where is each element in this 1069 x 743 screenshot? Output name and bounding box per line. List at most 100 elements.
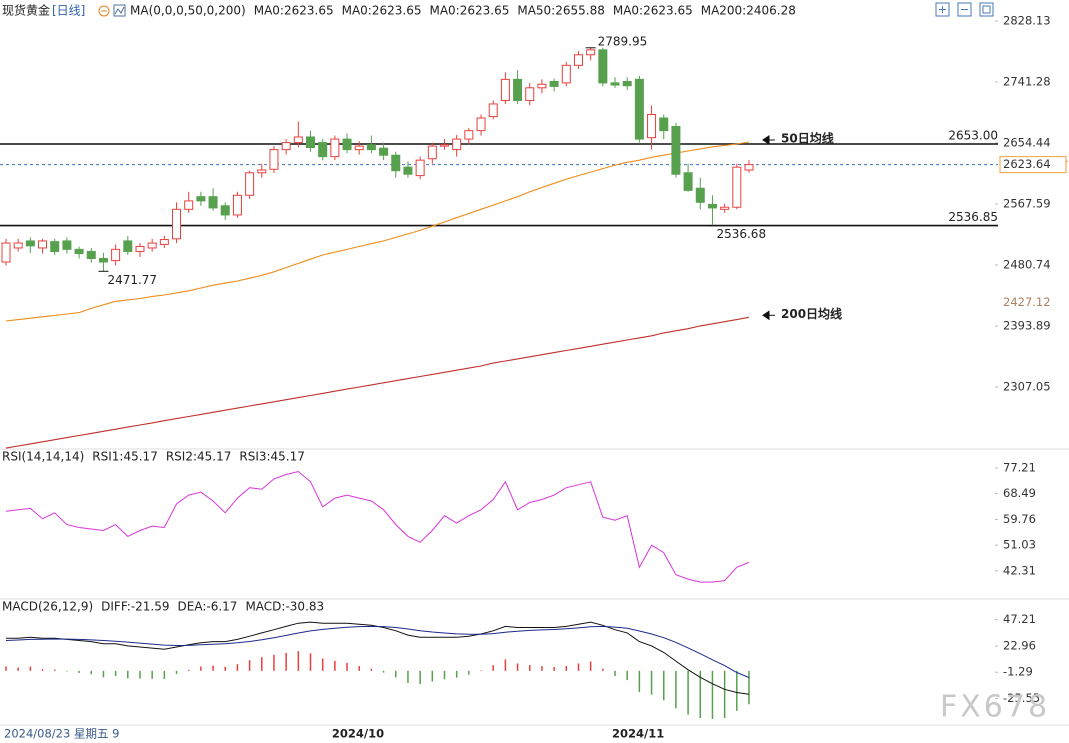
candle-body xyxy=(196,196,206,202)
legend-item: MA200:2406.28 xyxy=(701,4,796,18)
legend-item: DEA:-6.17 xyxy=(178,600,238,614)
macd-bar xyxy=(334,660,336,671)
macd-bar xyxy=(589,661,592,671)
macd-bar xyxy=(127,670,129,679)
ma-note: 50日均线 xyxy=(781,130,834,145)
macd-bar xyxy=(480,670,482,671)
macd-bar xyxy=(504,659,507,671)
expand-button[interactable] xyxy=(979,2,994,17)
macd-bar xyxy=(114,670,117,677)
macd-bar xyxy=(736,670,738,711)
y-tick-label: 51.03 xyxy=(1003,538,1036,552)
candle-body xyxy=(159,239,169,245)
legend-item: MACD:-30.83 xyxy=(245,600,324,614)
macd-bar xyxy=(529,664,531,671)
candle-body xyxy=(586,49,596,56)
candle-body xyxy=(269,149,279,170)
candle-body xyxy=(720,206,730,210)
candle-body xyxy=(50,241,60,252)
y-tick-label: 2480.74 xyxy=(1003,257,1051,271)
legend-item: MA0:2623.65 xyxy=(613,4,693,18)
watermark: FX678 xyxy=(940,690,1050,725)
candle-body xyxy=(707,203,717,209)
period[interactable]: [日线] xyxy=(52,4,85,18)
toolbar xyxy=(935,2,994,17)
candle-body xyxy=(1,242,11,263)
y-tick-label: 47.21 xyxy=(1003,612,1036,626)
candle-body xyxy=(366,144,376,151)
candle-body xyxy=(98,257,108,263)
extreme-label: 2536.68 xyxy=(716,227,766,241)
macd-bar xyxy=(248,660,251,671)
candle-body xyxy=(695,187,705,203)
y-tick-label: 2393.89 xyxy=(1003,318,1051,332)
macd-bar xyxy=(297,651,300,671)
ma-note: 200日均线 xyxy=(781,306,842,321)
candle-body xyxy=(415,159,425,177)
macd-bar xyxy=(321,658,324,671)
candle-body xyxy=(257,169,267,174)
candle-body xyxy=(464,130,474,140)
macd-bar xyxy=(66,670,68,672)
candle-body xyxy=(488,103,498,118)
y-tick-label: 77.21 xyxy=(1003,460,1036,474)
macd-bar xyxy=(468,670,470,675)
candle-body xyxy=(452,138,462,151)
y-tick-label: 2307.05 xyxy=(1003,379,1051,393)
macd-bar xyxy=(261,657,263,671)
y-tick-label: -25.55 xyxy=(1003,691,1040,705)
macd-bar xyxy=(723,670,726,719)
settings-icon[interactable] xyxy=(113,4,126,17)
candle-body xyxy=(293,136,303,144)
candle-body xyxy=(391,154,401,172)
macd-bar xyxy=(431,670,434,682)
macd-bar xyxy=(78,670,80,674)
macd-bar xyxy=(200,666,202,671)
candle-body xyxy=(573,54,583,66)
macd-bar xyxy=(492,665,494,671)
y-tick-label: -1.29 xyxy=(1003,665,1033,679)
candle-body xyxy=(659,117,669,132)
macd-bar xyxy=(187,669,190,671)
macd-bar xyxy=(516,663,519,671)
level-label: 2653.00 xyxy=(948,128,998,142)
macd-bar xyxy=(662,670,665,701)
legend-item: MA0:2623.65 xyxy=(429,4,509,18)
macd-bar xyxy=(309,653,312,671)
candle-body xyxy=(537,83,547,89)
macd-bar xyxy=(675,670,677,709)
macd-bar xyxy=(17,667,19,671)
candle-body xyxy=(172,208,182,240)
rsi-line xyxy=(5,470,750,583)
last-price-label: 2623.64 xyxy=(1003,157,1051,171)
candle-body xyxy=(379,147,389,156)
candle-body xyxy=(354,145,364,151)
candle-body xyxy=(111,248,121,262)
y-tick-label: 22.96 xyxy=(1003,638,1036,652)
macd-bar xyxy=(711,670,714,719)
candle-body xyxy=(439,144,449,147)
macd-bar xyxy=(5,666,7,671)
cursor-date: 2024/08/23 星期五 9 xyxy=(4,727,119,741)
candle-body xyxy=(634,78,644,140)
candle-body xyxy=(598,49,608,84)
candle-body xyxy=(25,240,35,247)
minus-icon[interactable] xyxy=(98,5,110,17)
macd-bar xyxy=(151,670,153,679)
candle-body xyxy=(220,205,230,216)
candle-body xyxy=(123,240,133,252)
macd-bar xyxy=(577,663,580,671)
legend-item: RSI2:45.17 xyxy=(166,450,232,464)
ma50-line xyxy=(5,141,750,322)
macd-bar xyxy=(139,670,141,679)
candle-body xyxy=(147,242,157,249)
macd-bar xyxy=(273,654,275,671)
candle-body xyxy=(744,164,754,171)
candle-body xyxy=(732,166,742,208)
candle-body xyxy=(525,87,535,101)
macd-bar xyxy=(285,652,287,671)
macd-bar xyxy=(29,666,32,671)
